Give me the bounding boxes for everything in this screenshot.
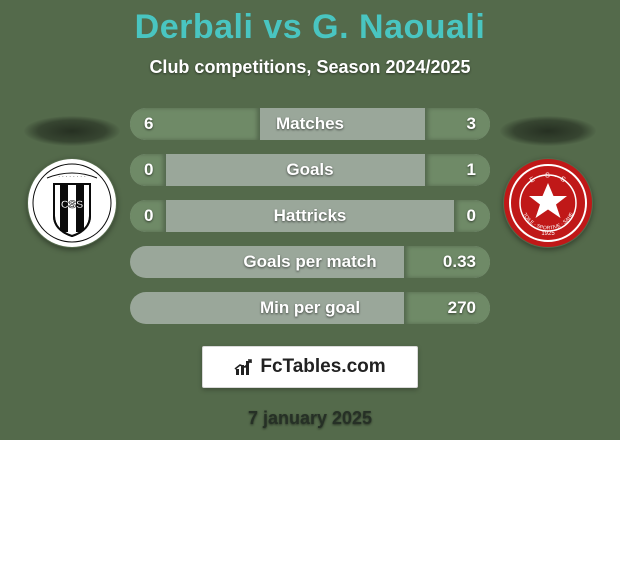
page-title: Derbali vs G. Naouali — [0, 8, 620, 47]
bar-fill-right — [425, 108, 490, 140]
brand-text: FcTables.com — [260, 356, 385, 378]
stat-value-right: 1 — [467, 160, 476, 180]
stat-value-right: 3 — [467, 114, 476, 134]
player-left-column: · · · · · · · · CSS — [22, 108, 122, 248]
comparison-card: Derbali vs G. Naouali Club competitions,… — [0, 0, 620, 429]
stat-bar: 0 0 Hattricks — [130, 200, 490, 232]
stat-value-right: 270 — [448, 298, 476, 318]
title-player1: Derbali — [135, 8, 254, 46]
stat-value-left: 0 — [144, 160, 153, 180]
stat-label: Goals per match — [243, 252, 376, 272]
avatar-shadow-right — [500, 116, 596, 146]
svg-text:CSS: CSS — [61, 199, 84, 211]
stat-value-left: 6 — [144, 114, 153, 134]
stat-bar: 270 Min per goal — [130, 292, 490, 324]
stat-bar: 0 1 Goals — [130, 154, 490, 186]
svg-text:· · · · · · · ·: · · · · · · · · — [58, 174, 86, 180]
bar-fill-right — [425, 154, 490, 186]
brand-footer[interactable]: FcTables.com — [202, 346, 418, 388]
stat-value-left: 0 — [144, 206, 153, 226]
stat-label: Min per goal — [260, 298, 360, 318]
bars-chart-icon — [234, 357, 254, 377]
stat-label: Goals — [286, 160, 333, 180]
club-badge-left: · · · · · · · · CSS — [27, 158, 117, 248]
stat-label: Matches — [276, 114, 344, 134]
stat-bar: 0.33 Goals per match — [130, 246, 490, 278]
subtitle: Club competitions, Season 2024/2025 — [0, 57, 620, 78]
title-vs: vs — [263, 8, 302, 46]
stat-value-right: 0.33 — [443, 252, 476, 272]
stat-value-right: 0 — [467, 206, 476, 226]
title-player2: G. Naouali — [312, 8, 485, 46]
avatar-shadow-left — [24, 116, 120, 146]
date-line: 7 january 2025 — [0, 408, 620, 429]
css-badge-icon: · · · · · · · · CSS — [27, 158, 117, 248]
stat-bar: 6 3 Matches — [130, 108, 490, 140]
stat-bars: 6 3 Matches 0 1 Goals 0 0 Hattricks 0.33 Goals per… — [130, 108, 490, 324]
stat-label: Hattricks — [274, 206, 347, 226]
background-bottom — [0, 440, 620, 580]
player-right-column: E · S · S ETOILE · SPORTIVE · SAHEL 1925 — [498, 108, 598, 248]
club-badge-right: E · S · S ETOILE · SPORTIVE · SAHEL 1925 — [503, 158, 593, 248]
svg-text:1925: 1925 — [541, 231, 555, 237]
ess-badge-icon: E · S · S ETOILE · SPORTIVE · SAHEL 1925 — [503, 158, 593, 248]
main-row: · · · · · · · · CSS 6 3 Matches 0 1 Goals 0 0 Ha… — [0, 108, 620, 324]
